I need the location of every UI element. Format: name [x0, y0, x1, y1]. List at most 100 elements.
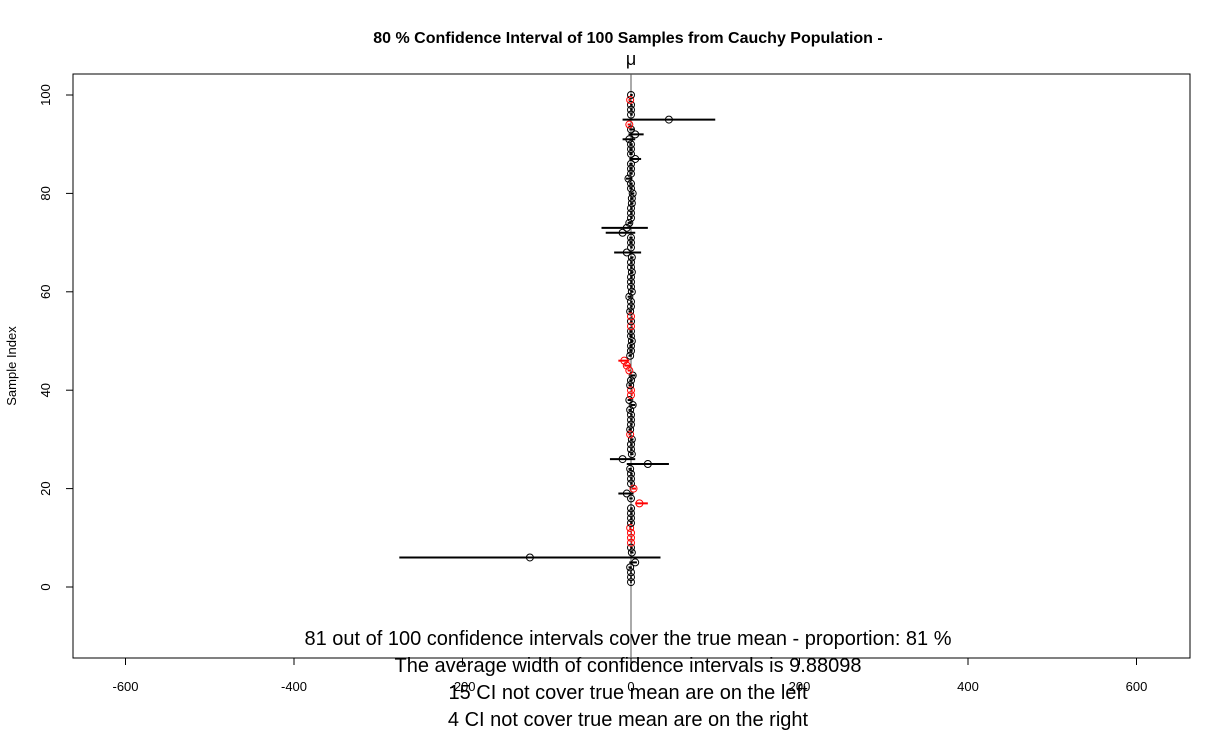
ci-point-49 — [627, 341, 635, 350]
ci-point-85 — [627, 164, 635, 173]
ci-point-9 — [627, 538, 635, 547]
ci-point-7 — [627, 548, 636, 557]
ci-point-74 — [625, 218, 634, 227]
ci-point-58 — [627, 297, 635, 306]
ci-point-69 — [627, 243, 635, 252]
ci-point-36 — [626, 405, 635, 414]
summary-line-2: The average width of confidence interval… — [395, 655, 862, 677]
ci-point-60 — [627, 287, 636, 296]
ci-point-68 — [622, 248, 631, 257]
ci-point-15 — [627, 509, 635, 518]
ci-point-50 — [627, 337, 636, 345]
x-tick-label-6: 600 — [1126, 679, 1148, 694]
ci-point-61 — [627, 282, 635, 291]
ci-point-81 — [627, 184, 635, 193]
ci-point-42 — [627, 376, 635, 385]
ci-point-64 — [627, 268, 636, 277]
ci-point-94 — [625, 120, 634, 129]
ci-point-97 — [627, 105, 635, 114]
ci-point-41 — [626, 381, 635, 390]
ci-point-57 — [627, 302, 635, 311]
ci-point-11 — [627, 528, 635, 537]
chart-title: 80 % Confidence Interval of 100 Samples … — [373, 30, 882, 47]
ci-point-2 — [627, 573, 635, 582]
summary-line-1: 81 out of 100 confidence intervals cover… — [304, 628, 951, 650]
ci-point-90 — [627, 140, 635, 149]
ci-point-47 — [626, 351, 635, 360]
y-tick-label-2: 40 — [38, 383, 53, 397]
ci-point-1 — [627, 578, 635, 587]
summary-line-4: 4 CI not cover true mean are on the righ… — [448, 709, 809, 731]
ci-point-44 — [625, 366, 634, 375]
chart-title-mu: μ — [626, 49, 636, 69]
y-tick-label-3: 60 — [38, 285, 53, 299]
ci-point-100 — [627, 91, 635, 99]
ci-point-20 — [629, 484, 638, 493]
ci-point-53 — [627, 322, 635, 331]
y-axis: 0 20 40 60 80 100 — [38, 84, 73, 591]
ci-point-46 — [620, 356, 629, 365]
ci-point-26 — [618, 455, 627, 464]
ci-point-67 — [627, 253, 636, 262]
ci-point-82 — [627, 179, 635, 188]
ci-point-77 — [627, 204, 635, 213]
ci-point-13 — [627, 519, 635, 528]
ci-point-88 — [627, 150, 635, 159]
ci-point-30 — [627, 435, 636, 444]
ci-point-28 — [627, 445, 635, 454]
ci-point-62 — [627, 277, 635, 286]
ci-point-96 — [627, 110, 635, 119]
x-tick-label-3: 0 — [627, 679, 634, 694]
ci-point-52 — [627, 327, 635, 336]
y-axis-label: Sample Index — [4, 326, 19, 406]
ci-point-8 — [627, 543, 635, 552]
ci-point-72 — [618, 228, 627, 237]
ci-point-14 — [627, 514, 635, 523]
x-tick-label-1: -400 — [281, 679, 307, 694]
ci-point-80 — [628, 189, 637, 198]
ci-point-24 — [626, 464, 635, 473]
ci-point-16 — [627, 504, 635, 513]
ci-point-66 — [627, 258, 635, 267]
y-tick-label-5: 100 — [38, 84, 53, 106]
ci-point-23 — [627, 469, 635, 478]
ci-point-35 — [627, 410, 635, 419]
ci-point-22 — [627, 474, 635, 483]
ci-point-56 — [626, 307, 635, 316]
ci-point-29 — [627, 440, 635, 449]
ci-point-10 — [627, 533, 635, 542]
ci-point-27 — [627, 450, 636, 459]
ci-point-39 — [627, 391, 635, 400]
ci-point-17 — [635, 499, 644, 508]
ci-point-95 — [664, 115, 673, 124]
ci-point-12 — [626, 523, 635, 532]
ci-point-48 — [627, 346, 635, 355]
ci-point-87 — [631, 154, 640, 163]
ci-point-3 — [627, 568, 635, 577]
ci-point-5 — [631, 558, 640, 567]
ci-point-89 — [627, 145, 635, 154]
ci-point-25 — [643, 460, 652, 468]
ci-point-86 — [627, 159, 635, 168]
summary-text: 81 out of 100 confidence intervals cover… — [304, 628, 951, 731]
y-tick-label-1: 20 — [38, 481, 53, 495]
y-tick-label-0: 0 — [38, 583, 53, 590]
ci-point-45 — [622, 361, 631, 370]
ci-point-83 — [624, 174, 633, 183]
ci-point-93 — [627, 125, 635, 134]
ci-point-59 — [625, 292, 634, 301]
ci-point-73 — [622, 223, 631, 232]
ci-point-21 — [627, 479, 635, 488]
ci-point-18 — [627, 494, 635, 503]
ci-point-70 — [627, 238, 635, 247]
ci-point-51 — [627, 332, 635, 341]
summary-line-3: 15 CI not cover true mean are on the lef… — [448, 682, 808, 704]
ci-point-99 — [626, 95, 635, 104]
ci-point-32 — [626, 425, 635, 434]
ci-point-54 — [627, 317, 635, 326]
ci-point-63 — [627, 273, 635, 282]
x-axis: -600 -400 -200 0 200 400 600 — [112, 658, 1147, 694]
ci-point-75 — [627, 214, 635, 222]
ci-point-84 — [627, 169, 635, 178]
